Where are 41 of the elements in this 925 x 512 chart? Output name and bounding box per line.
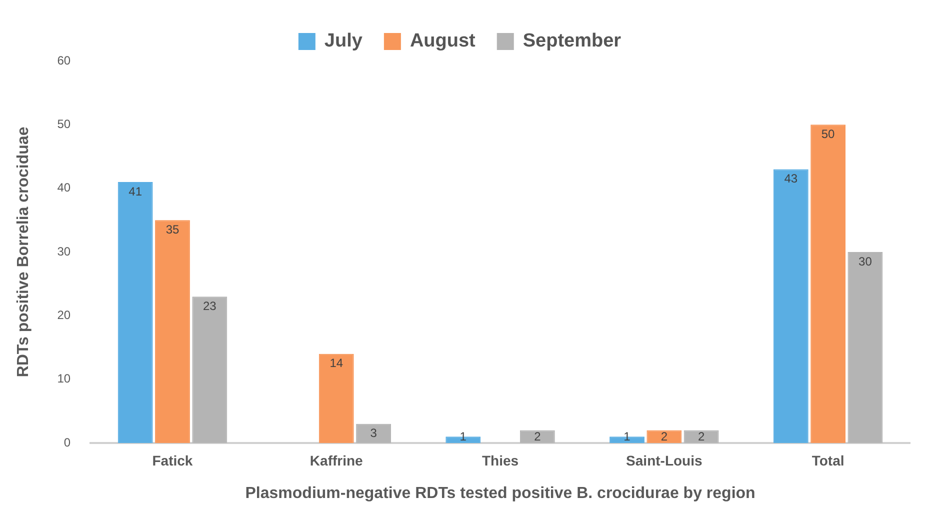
bar <box>848 252 883 443</box>
y-tick-label: 50 <box>57 116 71 131</box>
y-axis-title: RDTs positive Borrelia crociduae <box>15 126 32 378</box>
data-label: 2 <box>698 429 705 444</box>
data-label: 3 <box>370 426 378 440</box>
y-tick-label: 40 <box>57 180 71 195</box>
data-label: 2 <box>534 429 542 444</box>
x-tick-label: Total <box>812 452 844 468</box>
data-label: 23 <box>202 298 217 313</box>
x-tick-label: Saint-Louis <box>626 452 702 468</box>
x-tick-label: Thies <box>482 452 519 468</box>
bar <box>155 220 190 443</box>
y-tick-label: 10 <box>57 372 71 386</box>
y-tick-label: 20 <box>57 308 71 322</box>
bar <box>318 354 354 443</box>
data-label: 1 <box>460 429 467 444</box>
legend-label: August <box>410 30 476 52</box>
legend-label: July <box>324 30 363 52</box>
x-axis-title: Plasmodium-negative RDTs tested positive B. crocidurae by region <box>245 484 756 502</box>
bar <box>773 169 808 443</box>
y-tick-label: 30 <box>57 244 71 258</box>
data-label: 1 <box>624 429 631 444</box>
data-label: 2 <box>660 429 668 444</box>
y-tick-label: 60 <box>57 53 71 68</box>
data-label: 41 <box>128 184 142 198</box>
bar <box>118 182 153 443</box>
data-label: 30 <box>858 254 872 268</box>
bar <box>646 430 682 443</box>
data-label: 43 <box>784 172 798 186</box>
bar <box>520 430 555 443</box>
x-tick-label: Fatick <box>152 452 193 468</box>
data-label: 50 <box>821 126 836 141</box>
data-label: 14 <box>330 356 344 370</box>
x-tick-label: Kaffrine <box>310 452 364 468</box>
bar <box>356 424 391 443</box>
legend-label: September <box>522 30 622 52</box>
y-tick-label: 0 <box>64 435 71 450</box>
data-label: 35 <box>166 222 180 236</box>
bar <box>810 124 846 443</box>
bar <box>192 296 228 443</box>
bar <box>684 430 719 443</box>
